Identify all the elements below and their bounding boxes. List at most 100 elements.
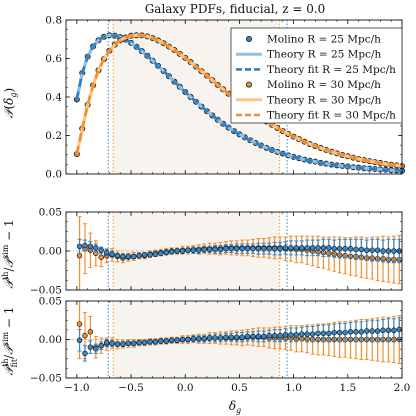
- legend: Molino R = 25 Mpc/h Theory R = 25 Mpc/h Th…: [230, 27, 403, 124]
- x-tick-label: 2.0: [394, 382, 411, 394]
- data-point: [331, 329, 338, 336]
- data-point: [315, 330, 321, 337]
- data-point: [342, 329, 348, 336]
- data-point: [239, 245, 245, 252]
- x-tick-label: 0.5: [231, 382, 248, 394]
- data-point: [158, 250, 164, 257]
- data-point: [396, 326, 403, 333]
- data-point: [130, 340, 137, 347]
- panel-ratio-fit: −0.05 0.00 0.05 −1.0 −0.5 0.0 0.5 1.0 1.5 2.0: [30, 296, 411, 395]
- data-point: [250, 245, 256, 252]
- data-point: [136, 339, 142, 346]
- data-point: [277, 332, 283, 339]
- data-point: [326, 245, 332, 251]
- data-point: [114, 341, 121, 347]
- y-tick-label: 0.05: [39, 207, 62, 219]
- data-point: [217, 246, 224, 253]
- series-line-theory-fit-r-25-mpc-h: [75, 33, 403, 172]
- data-point: [103, 249, 110, 256]
- data-point: [353, 329, 359, 335]
- data-point: [223, 334, 229, 340]
- data-point: [369, 247, 375, 253]
- data-point: [353, 246, 359, 253]
- data-point: [141, 339, 148, 346]
- data-point: [298, 331, 305, 337]
- y-axis-label-ratio-fit: 𝒫thfit/𝒫sim − 1: [1, 307, 19, 376]
- data-point: [93, 245, 99, 251]
- y-tick-label: 0.00: [39, 246, 62, 258]
- data-point: [136, 252, 142, 259]
- data-point: [185, 247, 191, 253]
- data-point: [87, 344, 94, 350]
- legend-marker-molino-r-25-mpc-h: [245, 36, 252, 43]
- data-point: [288, 332, 294, 338]
- data-point: [196, 335, 202, 342]
- data-point: [347, 329, 354, 335]
- data-point: [358, 329, 365, 335]
- data-point: [277, 245, 283, 252]
- data-point: [342, 245, 348, 252]
- data-point: [374, 247, 381, 253]
- data-point: [347, 245, 354, 252]
- svg-text:𝒫th/𝒫sim − 1: 𝒫th/𝒫sim − 1: [1, 219, 16, 288]
- data-point: [223, 245, 229, 252]
- data-point: [304, 331, 310, 337]
- data-point: [147, 252, 153, 258]
- data-point: [190, 335, 197, 342]
- data-point: [174, 337, 180, 344]
- data-point: [87, 329, 94, 335]
- data-point: [130, 253, 137, 260]
- data-point: [369, 328, 375, 334]
- data-point: [168, 337, 175, 344]
- y-tick-label: 0.2: [45, 130, 62, 142]
- data-point: [120, 341, 126, 347]
- data-point: [244, 333, 251, 340]
- legend-label-theory-fit-r-25-mpc-h: Theory fit R = 25 Mpc/h: [267, 64, 396, 76]
- legend-label-molino-r-30-mpc-h: Molino R = 30 Mpc/h: [267, 79, 381, 91]
- data-point: [391, 327, 397, 334]
- data-point: [288, 245, 294, 251]
- data-point: [87, 243, 94, 250]
- data-point: [109, 340, 115, 347]
- data-point: [168, 249, 175, 255]
- data-point: [309, 245, 316, 251]
- data-point: [298, 245, 305, 251]
- data-point: [239, 334, 245, 340]
- data-point: [76, 337, 83, 344]
- data-point: [163, 249, 170, 256]
- legend-label-theory-fit-r-30-mpc-h: Theory fit R = 30 Mpc/h: [267, 110, 396, 122]
- data-point: [76, 321, 83, 327]
- data-point: [336, 245, 343, 252]
- data-point: [125, 340, 132, 347]
- data-point: [179, 248, 186, 254]
- data-point: [125, 253, 132, 260]
- y-tick-label: 0.0: [45, 169, 62, 181]
- data-point: [98, 342, 104, 349]
- data-point: [315, 245, 321, 251]
- data-point: [331, 245, 338, 252]
- data-point: [250, 333, 256, 340]
- data-point: [282, 245, 289, 251]
- data-point: [391, 248, 397, 254]
- y-tick-label: 0.4: [45, 92, 62, 104]
- x-tick-label: 1.5: [339, 382, 356, 394]
- data-point: [380, 248, 386, 254]
- data-point: [185, 336, 191, 343]
- data-point: [212, 335, 218, 341]
- data-point: [174, 248, 180, 254]
- y-axis-label-pdf: 𝒫(δg): [2, 88, 18, 118]
- x-tick-label: 1.0: [285, 382, 302, 394]
- data-point: [309, 331, 316, 337]
- data-point: [98, 254, 104, 260]
- data-point: [212, 246, 218, 253]
- data-point: [201, 335, 207, 342]
- data-point: [271, 332, 278, 339]
- chart-title: Galaxy PDFs, fiducial, z = 0.0: [145, 2, 326, 16]
- data-point: [82, 332, 88, 339]
- data-point: [233, 245, 240, 252]
- data-point: [336, 329, 343, 336]
- data-point: [158, 338, 164, 344]
- legend-label-theory-r-30-mpc-h: Theory R = 30 Mpc/h: [267, 94, 382, 106]
- y-tick-label: −0.05: [30, 373, 62, 385]
- y-tick-label: 0.05: [39, 296, 62, 308]
